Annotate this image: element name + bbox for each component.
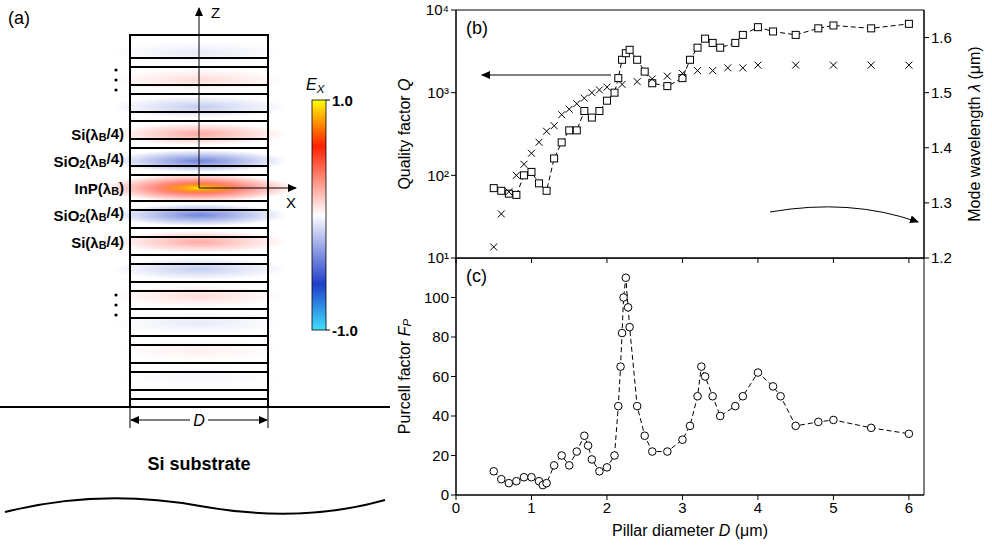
svg-text:Si(λB/4): Si(λB/4): [71, 124, 124, 143]
svg-text:1.6: 1.6: [931, 29, 952, 46]
svg-text:SiO2(λB/4): SiO2(λB/4): [53, 204, 124, 224]
svg-text:D: D: [193, 412, 205, 429]
svg-text:Quality factor Q: Quality factor Q: [396, 78, 413, 189]
svg-text:10²: 10²: [427, 167, 449, 184]
svg-text:10⁴: 10⁴: [426, 1, 449, 18]
svg-text:60: 60: [432, 368, 449, 385]
svg-text:X: X: [286, 194, 296, 211]
svg-text:1.5: 1.5: [931, 84, 952, 101]
svg-text:Pillar diameter D (μm): Pillar diameter D (μm): [612, 522, 768, 539]
svg-text:Si(λB/4): Si(λB/4): [71, 232, 124, 251]
svg-text:0: 0: [452, 499, 460, 516]
svg-text:20: 20: [432, 447, 449, 464]
svg-text:6: 6: [905, 499, 913, 516]
svg-text:(c): (c): [466, 266, 487, 286]
svg-text:3: 3: [678, 499, 686, 516]
svg-text:4: 4: [754, 499, 762, 516]
svg-text:1.2: 1.2: [931, 249, 952, 266]
svg-text:10³: 10³: [427, 84, 449, 101]
svg-text:Purcell factor FP: Purcell factor FP: [396, 319, 414, 435]
svg-text:0: 0: [441, 486, 449, 503]
svg-text:InP(λB): InP(λB): [75, 178, 125, 197]
svg-text:5: 5: [829, 499, 837, 516]
svg-text:(b): (b): [466, 18, 488, 38]
svg-text:Mode wavelength λ (μm): Mode wavelength λ (μm): [966, 46, 983, 221]
svg-text:1.4: 1.4: [931, 139, 952, 156]
svg-text:100: 100: [424, 289, 449, 306]
svg-text:-1.0: -1.0: [332, 322, 358, 339]
svg-text:EX: EX: [306, 76, 326, 95]
svg-text:Z: Z: [211, 4, 220, 21]
svg-text:2: 2: [603, 499, 611, 516]
svg-text:Si substrate: Si substrate: [147, 454, 250, 474]
svg-text:10¹: 10¹: [427, 249, 449, 266]
svg-text:(a): (a): [8, 8, 30, 28]
svg-text:40: 40: [432, 407, 449, 424]
svg-text:1.3: 1.3: [931, 194, 952, 211]
svg-text:1.0: 1.0: [332, 92, 353, 109]
svg-text:1: 1: [527, 499, 535, 516]
svg-text:80: 80: [432, 328, 449, 345]
svg-text:SiO2(λB/4): SiO2(λB/4): [53, 150, 124, 170]
